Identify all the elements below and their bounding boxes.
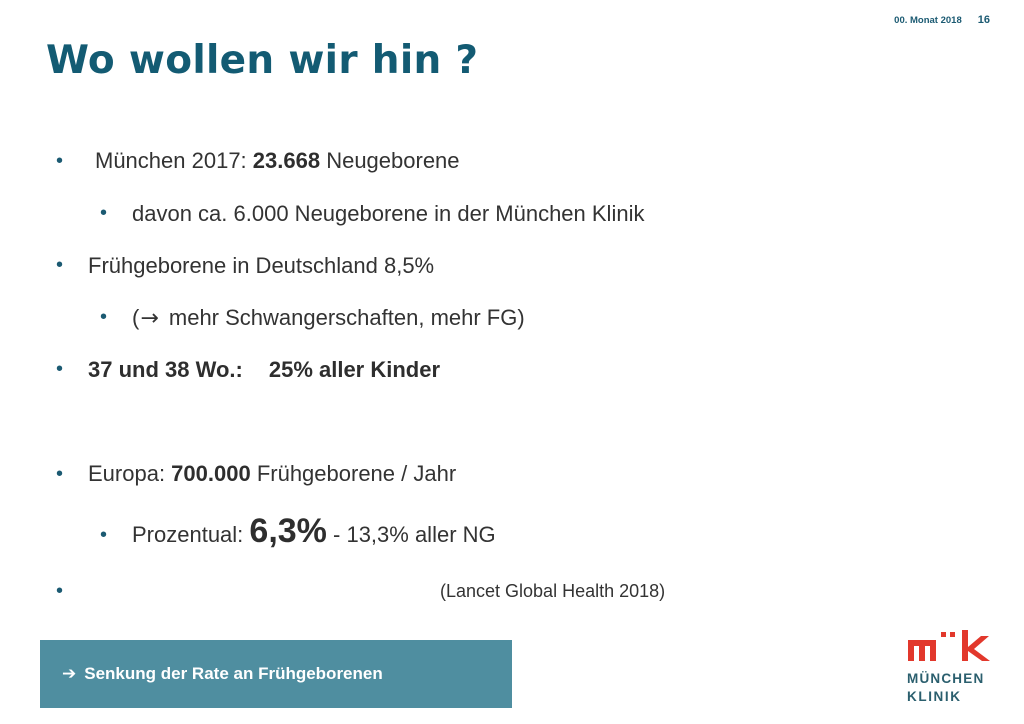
- bullet-text: München 2017:: [95, 148, 253, 173]
- bullet-percentage: Prozentual: 6,3% - 13,3% aller NG: [132, 512, 496, 551]
- bullet-dot: •: [56, 358, 64, 380]
- bullet-text: - 13,3% aller NG: [326, 522, 496, 547]
- bullet-dot: •: [100, 524, 108, 546]
- slide-date: 00. Monat 2018: [894, 15, 962, 26]
- banner-text: Senkung der Rate an Frühgeborenen: [84, 664, 383, 683]
- arrow-right-icon: →: [140, 306, 159, 331]
- europe-count: 700.000: [171, 461, 251, 486]
- bullet-clinic-births: davon ca. 6.000 Neugeborene in der Münch…: [132, 201, 644, 227]
- bullet-dot: •: [100, 202, 108, 224]
- bullet-preterm-germany: Frühgeborene in Deutschland 8,5%: [88, 253, 434, 279]
- bullet-text: Europa:: [88, 461, 172, 486]
- citation-text: (Lancet Global Health 2018): [440, 581, 666, 601]
- bullet-text: (: [132, 305, 140, 330]
- bullet-text: Frühgeborene / Jahr: [250, 461, 457, 486]
- bullet-weeks-37-38: 37 und 38 Wo.: 25% aller Kinder: [88, 357, 440, 383]
- bullet-text: davon ca. 6.000 Neugeborene in der Münch…: [132, 201, 645, 226]
- births-count: 23.668: [252, 148, 321, 173]
- bullet-text: mehr Schwangerschaften, mehr FG): [162, 305, 525, 330]
- bullet-europe: Europa: 700.000 Frühgeborene / Jahr: [88, 461, 456, 487]
- citation: (Lancet Global Health 2018): [440, 581, 665, 602]
- logo-line-1: MÜNCHEN: [907, 671, 984, 686]
- muenchen-klinik-logo: MÜNCHEN KLINIK: [907, 630, 990, 704]
- weeks-label: 37 und 38 Wo.:: [88, 357, 243, 382]
- page-number: 16: [977, 14, 990, 26]
- arrow-right-icon: ➔: [62, 664, 77, 684]
- header-meta: 00. Monat 2018 16: [894, 14, 990, 26]
- percentage-value: 6,3%: [249, 512, 327, 550]
- slide-title: Wo wollen wir hin ?: [46, 38, 479, 83]
- bullet-dot: •: [56, 150, 64, 172]
- bullet-dot: •: [100, 306, 108, 328]
- conclusion-banner: ➔ Senkung der Rate an Frühgeborenen: [40, 640, 512, 708]
- bullet-munich-births: München 2017: 23.668 Neugeborene: [95, 148, 460, 174]
- bullet-dot: •: [56, 254, 64, 276]
- bullet-text: Frühgeborene in Deutschland 8,5%: [88, 253, 435, 278]
- bullet-text: Neugeborene: [320, 148, 460, 173]
- bullet-more-pregnancies: (→ mehr Schwangerschaften, mehr FG): [132, 305, 525, 331]
- bullet-dot: •: [56, 463, 64, 485]
- bullet-text: Prozentual:: [132, 522, 250, 547]
- bullet-dot: •: [56, 580, 64, 602]
- weeks-value: 25% aller Kinder: [268, 357, 441, 382]
- logo-line-2: KLINIK: [907, 689, 962, 704]
- logo-mark: [908, 630, 990, 661]
